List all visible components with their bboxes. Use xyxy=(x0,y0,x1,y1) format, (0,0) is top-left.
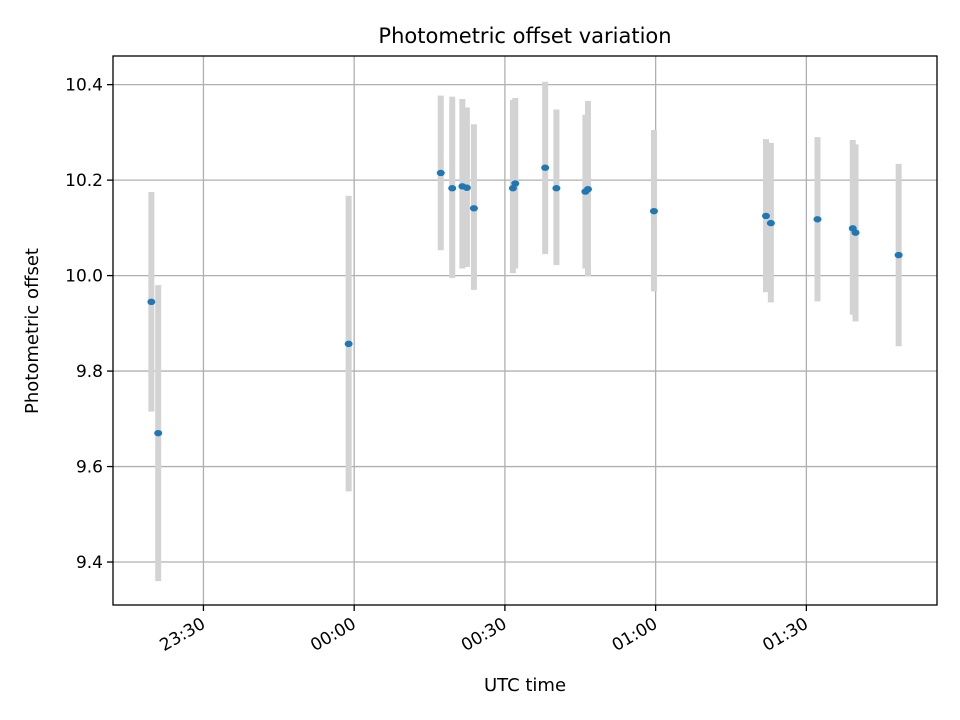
y-tick-label: 10.0 xyxy=(65,267,103,287)
x-axis-label: UTC time xyxy=(484,675,566,696)
data-point xyxy=(344,340,353,348)
data-point xyxy=(552,185,561,192)
y-tick-label: 9.8 xyxy=(76,362,103,382)
data-point xyxy=(851,229,860,236)
y-tick-label: 9.4 xyxy=(76,553,103,573)
y-tick-label: 10.4 xyxy=(65,76,103,96)
data-point xyxy=(147,298,156,306)
data-point xyxy=(894,251,903,259)
data-point xyxy=(583,185,592,193)
data-point xyxy=(766,219,775,227)
data-point xyxy=(649,207,658,215)
data-points xyxy=(147,164,903,437)
data-point xyxy=(762,212,771,220)
y-tick-label: 10.2 xyxy=(65,171,103,191)
data-point xyxy=(448,185,457,192)
data-point xyxy=(813,216,822,223)
data-point xyxy=(541,164,550,171)
grid xyxy=(113,56,937,605)
data-point xyxy=(511,180,520,187)
y-axis: 9.4 9.6 9.8 10.0 10.2 10.4 xyxy=(65,76,113,573)
data-point xyxy=(154,429,163,437)
data-point xyxy=(469,205,478,212)
y-axis-label: Photometric offset xyxy=(22,248,43,414)
y-tick-label: 9.6 xyxy=(76,458,103,478)
chart-title: Photometric offset variation xyxy=(378,24,671,48)
plot-frame xyxy=(112,55,938,606)
data-point xyxy=(436,169,445,177)
data-point xyxy=(462,184,471,191)
